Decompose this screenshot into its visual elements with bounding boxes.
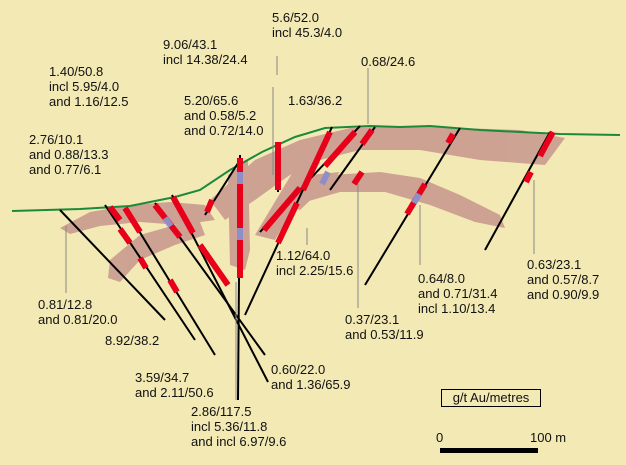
assay-label-l15: 0.60/22.0 and 1.36/65.9: [271, 362, 351, 392]
intercept: [275, 201, 300, 245]
intercept: [117, 227, 133, 245]
assay-label-l9: 0.64/8.0 and 0.71/31.4 incl 1.10/13.4: [418, 271, 498, 316]
assay-label-l7: 2.76/10.1 and 0.88/13.3 and 0.77/6.1: [29, 132, 109, 177]
assay-label-l11: 0.81/12.8 and 0.81/20.0: [38, 297, 118, 327]
intercept: [359, 128, 375, 146]
intercept: [351, 170, 365, 186]
intercept: [261, 186, 303, 232]
units-legend: g/t Au/metres: [441, 389, 541, 407]
intercept: [445, 132, 456, 145]
assay-label-l8: 1.12/64.0 incl 2.25/15.6: [276, 248, 354, 278]
intercept: [300, 130, 333, 192]
assay-label-l3: 0.68/24.6: [361, 54, 416, 69]
assay-label-l12: 0.37/23.1 and 0.53/11.9: [345, 312, 424, 342]
highlight: [411, 192, 422, 205]
intercept: [170, 195, 196, 235]
intercept: [523, 170, 534, 184]
scale-end-label: 100 m: [530, 430, 567, 445]
assay-label-l10: 0.63/23.1 and 0.57/8.7 and 0.90/9.9: [527, 257, 600, 302]
highlight: [319, 170, 331, 186]
assay-label-l13: 8.92/38.2: [105, 333, 160, 348]
assay-label-l6: 1.63/36.2: [288, 93, 343, 108]
intercept: [122, 206, 143, 234]
intercept: [204, 198, 215, 214]
intercept: [197, 243, 231, 287]
leader-lines: [65, 56, 535, 400]
intercept: [167, 278, 180, 294]
assay-label-l2: 9.06/43.1 incl 14.38/24.4: [163, 37, 248, 67]
drillhole: [104, 204, 196, 341]
topographic-surface: [11, 124, 621, 212]
zone-mid-band: [285, 172, 505, 228]
assay-label-l14: 3.59/34.7 and 2.11/50.6: [135, 370, 214, 400]
highlight: [162, 216, 174, 228]
assay-label-l16: 2.86/117.5 incl 5.36/11.8 and incl 6.97/9.…: [191, 404, 287, 449]
assay-label-l5: 5.20/65.6 and 0.58/5.2 and 0.72/14.0: [184, 93, 264, 138]
grade-highlights: [162, 170, 422, 240]
scale-start-label: 0: [436, 430, 444, 445]
zone-left-band: [60, 202, 215, 234]
intercept: [107, 205, 123, 222]
zone-upper-band: [210, 126, 565, 220]
assay-label-l4: 1.40/50.8 incl 5.95/4.0 and 1.16/12.5: [49, 64, 129, 109]
intercept: [537, 130, 556, 158]
intercept: [137, 256, 149, 270]
assay-label-l1: 5.6/52.0 incl 45.3/4.0: [272, 10, 343, 40]
intercept: [322, 130, 358, 168]
scale-bar: [440, 448, 538, 453]
drillhole: [59, 209, 166, 321]
